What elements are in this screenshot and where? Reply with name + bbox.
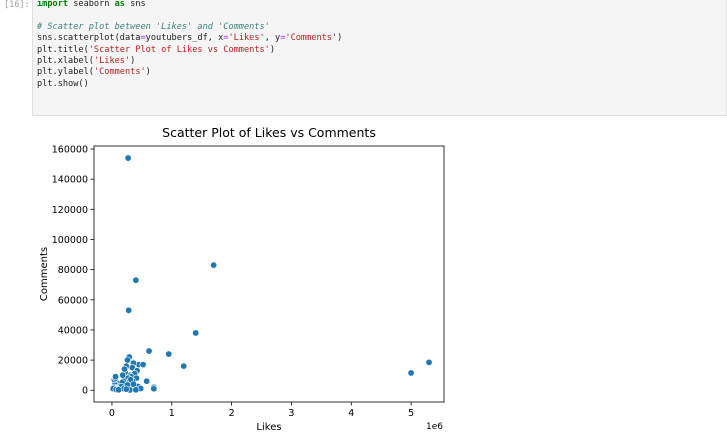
x-axis-label: Likes bbox=[256, 422, 281, 433]
data-point bbox=[407, 369, 415, 377]
data-point bbox=[119, 371, 127, 379]
scatter-points bbox=[109, 154, 433, 394]
code-token: = bbox=[223, 33, 229, 44]
code-token: = bbox=[140, 33, 146, 44]
y-tick-label: 40000 bbox=[58, 325, 88, 336]
code-line: plt.title('Scatter Plot of Likes vs Comm… bbox=[37, 45, 275, 55]
data-point bbox=[115, 386, 123, 394]
code-token: 'Comments' bbox=[93, 67, 146, 78]
data-point bbox=[425, 358, 433, 366]
plot-area bbox=[93, 145, 445, 403]
x-ticks: 0 1 2 3 4 5 bbox=[109, 402, 414, 419]
code-token: ) bbox=[337, 33, 343, 44]
code-text[interactable]: import seaborn as sns # Scatter plot bet… bbox=[37, 0, 342, 90]
data-point bbox=[132, 386, 140, 394]
data-point bbox=[139, 361, 147, 369]
code-token: sns bbox=[124, 0, 146, 9]
data-point bbox=[112, 373, 120, 381]
code-token: import bbox=[37, 0, 69, 9]
x-tick-label: 1 bbox=[169, 408, 175, 419]
code-token: plt.show() bbox=[37, 78, 89, 89]
data-point bbox=[125, 306, 133, 314]
data-point bbox=[210, 261, 218, 269]
code-token: , y bbox=[264, 33, 281, 44]
data-point bbox=[180, 362, 188, 370]
code-token: ) bbox=[145, 67, 151, 78]
x-tick-label: 5 bbox=[408, 408, 414, 419]
code-token: plt.xlabel( bbox=[37, 56, 94, 67]
code-line: # Scatter plot between 'Likes' and 'Comm… bbox=[37, 22, 270, 32]
x-tick-label: 2 bbox=[229, 408, 235, 419]
code-line: plt.xlabel('Likes') bbox=[37, 56, 135, 66]
code-token: 'Likes' bbox=[228, 33, 265, 44]
y-tick-label: 160000 bbox=[52, 145, 88, 156]
y-tick-label: 80000 bbox=[58, 265, 88, 276]
data-point bbox=[145, 347, 153, 355]
code-token: # Scatter plot between 'Likes' and 'Comm… bbox=[37, 21, 270, 32]
code-line: plt.show() bbox=[37, 79, 89, 89]
code-token: youtubers_df, x bbox=[145, 33, 224, 44]
y-ticks: 0 20000 40000 60000 80000 100000 120000 140000 1… bbox=[52, 145, 94, 397]
data-point bbox=[124, 154, 132, 162]
data-point bbox=[122, 385, 130, 393]
code-token: plt.ylabel( bbox=[37, 67, 94, 78]
data-point bbox=[165, 350, 173, 358]
data-point bbox=[150, 385, 158, 393]
code-token: 'Comments' bbox=[285, 33, 338, 44]
code-token: 'Scatter Plot of Likes vs Comments' bbox=[88, 44, 270, 55]
code-line: import seaborn as sns bbox=[37, 0, 146, 9]
data-point bbox=[143, 377, 151, 385]
y-tick-label: 20000 bbox=[58, 356, 88, 367]
code-token: 'Likes' bbox=[93, 56, 131, 67]
data-point bbox=[121, 365, 129, 373]
code-token: plt.title( bbox=[37, 44, 89, 55]
x-offset-label: 1e6 bbox=[426, 422, 443, 432]
x-tick-label: 4 bbox=[348, 408, 354, 419]
y-tick-label: 0 bbox=[82, 386, 88, 397]
code-token: ) bbox=[269, 44, 276, 55]
y-tick-label: 100000 bbox=[52, 235, 88, 246]
x-tick-label: 3 bbox=[288, 408, 294, 419]
code-token: = bbox=[280, 33, 286, 44]
data-point bbox=[192, 329, 200, 337]
y-axis-label: Comments bbox=[39, 247, 50, 301]
code-token: ) bbox=[130, 56, 136, 67]
scatter-chart: 0 20000 40000 60000 80000 100000 120000 140000 1… bbox=[39, 125, 445, 433]
code-line: plt.ylabel('Comments') bbox=[37, 67, 151, 77]
y-tick-label: 140000 bbox=[52, 175, 88, 186]
cell-output: 0 20000 40000 60000 80000 100000 120000 140000 1… bbox=[0, 118, 727, 447]
y-tick-label: 120000 bbox=[52, 205, 88, 216]
code-token: sns.scatterplot(data bbox=[37, 33, 141, 44]
code-token: as bbox=[114, 0, 125, 9]
chart-title: Scatter Plot of Likes vs Comments bbox=[162, 125, 376, 140]
x-tick-label: 0 bbox=[109, 408, 115, 419]
data-point bbox=[132, 276, 140, 284]
code-line: sns.scatterplot(data=youtubers_df, x='Li… bbox=[37, 33, 342, 43]
code-token: seaborn bbox=[68, 0, 115, 9]
code-editor[interactable]: import seaborn as sns # Scatter plot bet… bbox=[32, 0, 727, 116]
data-point bbox=[124, 356, 132, 364]
cell-prompt: [16]: bbox=[4, 0, 30, 10]
y-tick-label: 60000 bbox=[58, 295, 88, 306]
